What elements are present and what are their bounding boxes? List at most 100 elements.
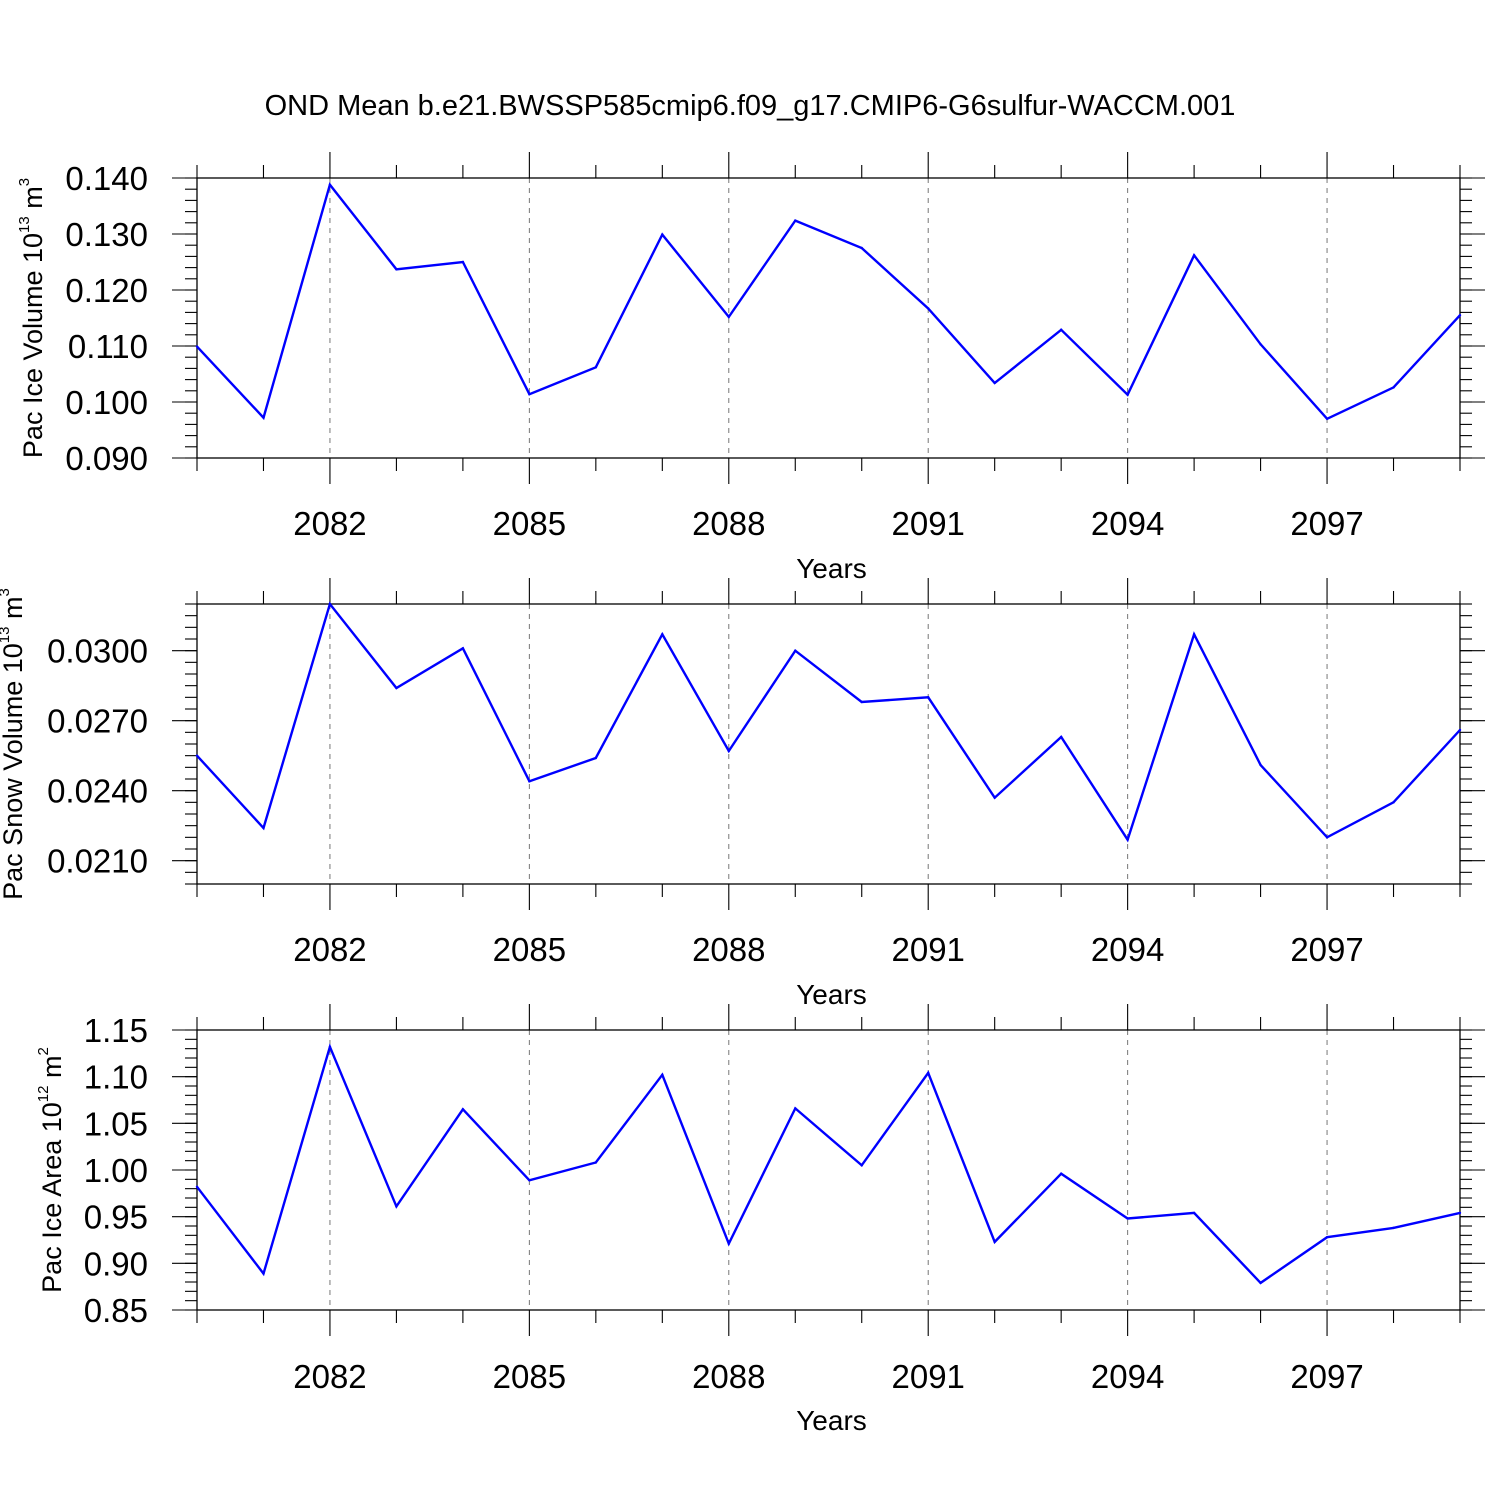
plot-frame xyxy=(196,1029,1461,1311)
data-point xyxy=(1325,417,1329,420)
y-axis-label-text: Pac Ice Volume 10 xyxy=(18,233,48,458)
data-point xyxy=(594,756,598,760)
x-tick-label: 2097 xyxy=(1290,931,1363,968)
x-tick-label: 2091 xyxy=(891,505,964,542)
data-point xyxy=(1259,763,1262,767)
plot-frame xyxy=(196,177,1461,459)
y-tick-label: 0.090 xyxy=(65,440,148,477)
data-point xyxy=(1458,314,1462,317)
data-point xyxy=(1325,836,1329,839)
data-point xyxy=(927,696,930,699)
y-tick-label: 0.110 xyxy=(68,328,148,365)
x-tick-label: 2088 xyxy=(692,931,765,968)
data-point xyxy=(727,315,730,319)
data-point xyxy=(395,268,398,271)
data-point xyxy=(528,392,531,396)
data-point xyxy=(860,700,863,704)
data-point xyxy=(1192,254,1196,257)
y-tick-label: 0.100 xyxy=(65,384,148,421)
x-tick-label: 2088 xyxy=(692,1358,765,1395)
data-point xyxy=(1458,728,1462,732)
data-point xyxy=(993,796,996,799)
data-point xyxy=(262,1272,265,1275)
x-tick-label: 2085 xyxy=(493,505,566,542)
y-axis-label-exponent: 13 xyxy=(16,216,33,233)
data-point xyxy=(860,1164,863,1167)
data-point xyxy=(1059,1172,1063,1175)
x-tick-label: 2091 xyxy=(891,1358,964,1395)
y-tick-label: 1.05 xyxy=(84,1105,148,1142)
x-tick-label: 2097 xyxy=(1290,1358,1363,1395)
data-point xyxy=(1392,386,1395,389)
data-point xyxy=(1126,393,1129,396)
y-tick-label: 0.85 xyxy=(84,1292,148,1329)
y-axis-label: Pac Snow Volume 1013 m3 xyxy=(0,588,28,900)
x-tick-label: 2082 xyxy=(293,505,366,542)
x-tick-label: 2082 xyxy=(293,1358,366,1395)
y-tick-label: 0.120 xyxy=(65,272,148,309)
data-point xyxy=(1259,343,1262,346)
data-point xyxy=(195,1185,199,1189)
data-point xyxy=(1259,1281,1262,1285)
data-point xyxy=(195,345,199,348)
data-point xyxy=(927,307,930,310)
panel-pac-ice-area: 2082 2085 2088 2091 2094 2097 0.85 0.90 0.95 1.00… xyxy=(35,1004,1485,1436)
data-point xyxy=(594,1161,598,1164)
x-tick-label: 2094 xyxy=(1091,931,1164,968)
data-point xyxy=(1126,1217,1129,1220)
y-tick-label: 1.00 xyxy=(84,1152,148,1189)
y-axis-label-unit: m xyxy=(0,596,28,626)
y-axis-label: Pac Ice Area 1012 m2 xyxy=(35,1047,67,1293)
x-axis-label: Years xyxy=(796,979,867,1010)
y-axis-label-text: Pac Snow Volume 10 xyxy=(0,643,28,900)
y-axis-label-text: Pac Ice Area 10 xyxy=(37,1102,67,1293)
y-tick-label: 1.10 xyxy=(84,1059,148,1096)
data-point xyxy=(860,246,863,250)
data-point xyxy=(528,1179,531,1182)
data-point xyxy=(661,233,664,236)
data-point xyxy=(1059,328,1063,331)
data-point xyxy=(794,1107,797,1110)
x-tick-label: 2088 xyxy=(692,505,765,542)
y-tick-label: 0.0270 xyxy=(47,703,148,740)
x-tick-label: 2094 xyxy=(1091,1358,1164,1395)
data-point xyxy=(794,219,797,222)
data-point xyxy=(1192,1211,1196,1215)
y-axis-label-unit: m xyxy=(18,186,48,216)
x-axis-label: Years xyxy=(796,553,867,584)
y-axis-label-exponent: 13 xyxy=(0,626,13,643)
data-point xyxy=(328,602,332,606)
series-line-pac-ice-area xyxy=(196,1043,1461,1285)
data-point xyxy=(1192,633,1196,636)
x-tick-label: 2085 xyxy=(493,931,566,968)
y-axis-label-unit-exponent: 2 xyxy=(35,1047,52,1055)
data-point xyxy=(661,633,664,636)
data-point xyxy=(395,1205,398,1208)
data-point xyxy=(328,1045,332,1049)
y-axis-label: Pac Ice Volume 1013 m3 xyxy=(16,178,48,458)
y-tick-label: 0.0210 xyxy=(47,843,148,880)
x-tick-label: 2094 xyxy=(1091,505,1164,542)
y-axis-label-unit-exponent: 3 xyxy=(0,588,13,596)
data-point xyxy=(727,749,730,753)
data-point xyxy=(1458,1211,1462,1215)
y-tick-label: 0.140 xyxy=(65,160,148,197)
chart-title: OND Mean b.e21.BWSSP585cmip6.f09_g17.CMI… xyxy=(265,90,1236,122)
y-tick-label: 0.90 xyxy=(84,1245,148,1282)
data-point xyxy=(1392,1226,1395,1230)
y-tick-label: 1.15 xyxy=(84,1012,148,1049)
data-point xyxy=(528,780,531,783)
panel-pac-snow-volume: 2082 2085 2088 2091 2094 2097 0.0210 0.0240 0.02… xyxy=(0,578,1485,1010)
data-point xyxy=(794,649,797,652)
data-point xyxy=(727,1242,730,1245)
data-point xyxy=(927,1071,930,1075)
y-axis-label-unit: m xyxy=(37,1056,67,1086)
y-axis-label-exponent: 12 xyxy=(35,1086,52,1103)
x-axis-label: Years xyxy=(796,1405,867,1436)
y-tick-label: 0.130 xyxy=(65,216,148,253)
data-point xyxy=(461,260,465,264)
x-tick-label: 2091 xyxy=(891,931,964,968)
x-tick-label: 2085 xyxy=(493,1358,566,1395)
y-tick-label: 0.95 xyxy=(84,1199,148,1236)
